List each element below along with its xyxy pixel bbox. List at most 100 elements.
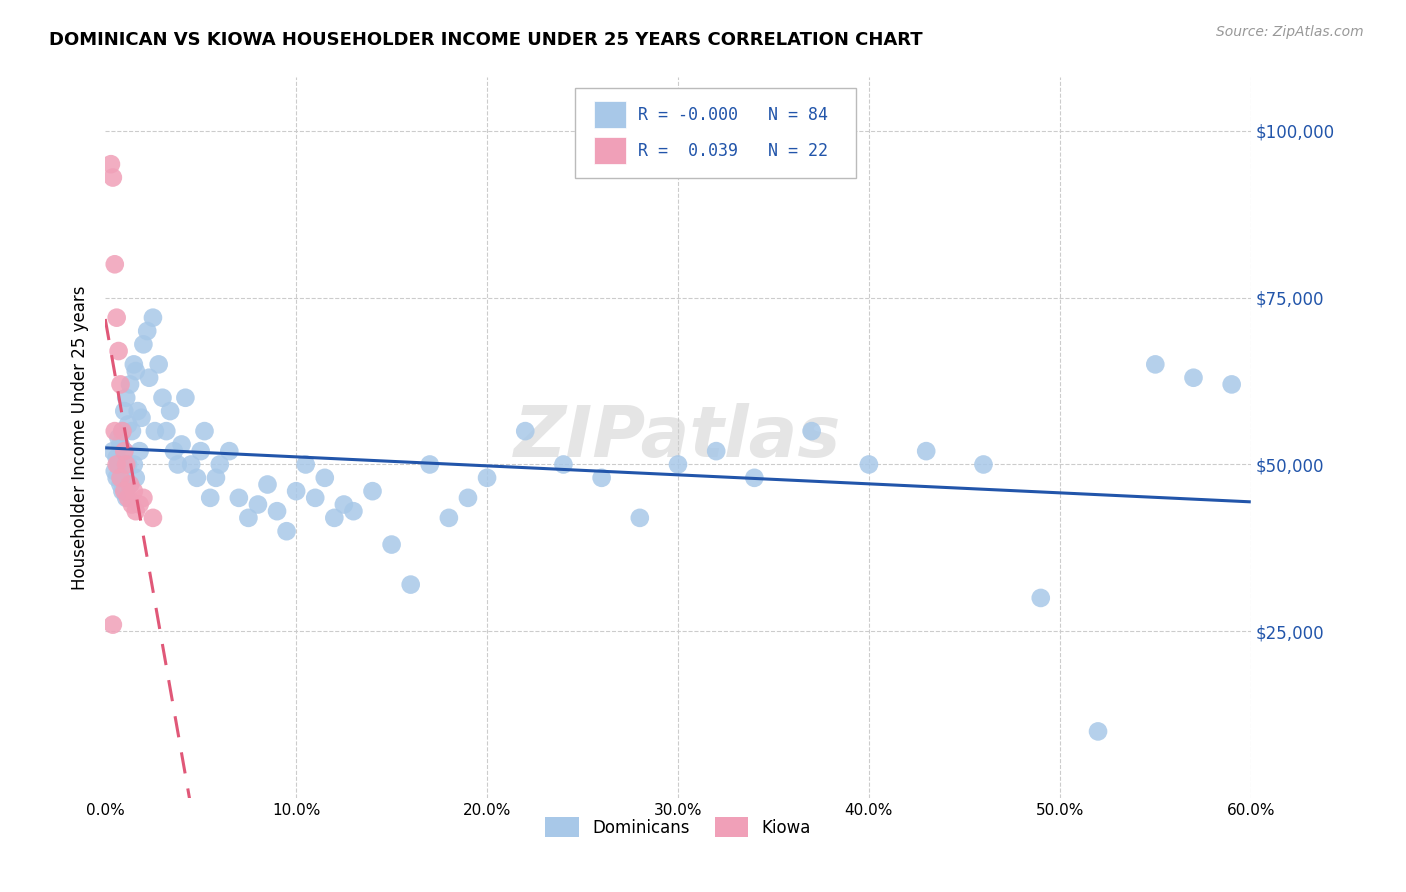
Point bbox=[105, 450, 128, 465]
Point bbox=[238, 511, 260, 525]
Point bbox=[163, 444, 186, 458]
FancyBboxPatch shape bbox=[595, 101, 627, 128]
Point bbox=[142, 310, 165, 325]
Point bbox=[342, 504, 364, 518]
Point bbox=[121, 498, 143, 512]
Point bbox=[218, 444, 240, 458]
Point bbox=[972, 458, 994, 472]
Point bbox=[110, 437, 132, 451]
Point bbox=[118, 477, 141, 491]
Point bbox=[112, 444, 135, 458]
Point bbox=[115, 391, 138, 405]
Point bbox=[142, 511, 165, 525]
Point bbox=[152, 391, 174, 405]
Point bbox=[515, 424, 537, 438]
Point bbox=[101, 170, 124, 185]
Point bbox=[208, 458, 231, 472]
Point bbox=[361, 484, 384, 499]
Point bbox=[143, 424, 166, 438]
Point bbox=[666, 458, 689, 472]
Point bbox=[457, 491, 479, 505]
Point bbox=[131, 410, 153, 425]
Point bbox=[155, 424, 177, 438]
Point bbox=[122, 484, 145, 499]
Point bbox=[246, 498, 269, 512]
Point bbox=[1182, 370, 1205, 384]
Point bbox=[858, 458, 880, 472]
Point bbox=[186, 471, 208, 485]
Point bbox=[190, 444, 212, 458]
Point bbox=[419, 458, 441, 472]
Point bbox=[101, 617, 124, 632]
Point bbox=[744, 471, 766, 485]
Point bbox=[800, 424, 823, 438]
Point bbox=[294, 458, 316, 472]
Point bbox=[132, 491, 155, 505]
Point bbox=[112, 484, 135, 499]
Point bbox=[118, 377, 141, 392]
Point bbox=[437, 511, 460, 525]
Point bbox=[110, 471, 132, 485]
Point bbox=[1220, 377, 1243, 392]
Point bbox=[105, 471, 128, 485]
Point bbox=[112, 404, 135, 418]
Point bbox=[138, 370, 160, 384]
Point bbox=[148, 358, 170, 372]
Point bbox=[111, 484, 134, 499]
Point bbox=[118, 477, 141, 491]
Point bbox=[110, 377, 132, 392]
Point bbox=[381, 537, 404, 551]
Point bbox=[285, 484, 308, 499]
Point bbox=[117, 417, 139, 432]
Point bbox=[314, 471, 336, 485]
Point bbox=[170, 437, 193, 451]
Point bbox=[112, 471, 135, 485]
Text: DOMINICAN VS KIOWA HOUSEHOLDER INCOME UNDER 25 YEARS CORRELATION CHART: DOMINICAN VS KIOWA HOUSEHOLDER INCOME UN… bbox=[49, 31, 922, 49]
Text: R = -0.000   N = 84: R = -0.000 N = 84 bbox=[638, 106, 828, 124]
Point bbox=[100, 157, 122, 171]
Point bbox=[200, 491, 222, 505]
Point bbox=[266, 504, 288, 518]
Point bbox=[166, 458, 188, 472]
Point bbox=[111, 424, 134, 438]
Point bbox=[110, 477, 132, 491]
Point bbox=[174, 391, 197, 405]
Point bbox=[115, 491, 138, 505]
Point bbox=[112, 444, 135, 458]
Point bbox=[107, 431, 129, 445]
Point bbox=[101, 444, 124, 458]
Point bbox=[704, 444, 727, 458]
Point bbox=[628, 511, 651, 525]
Point bbox=[122, 358, 145, 372]
Point bbox=[107, 458, 129, 472]
Point bbox=[111, 424, 134, 438]
Legend: Dominicans, Kiowa: Dominicans, Kiowa bbox=[538, 810, 817, 844]
Point bbox=[128, 498, 150, 512]
Point bbox=[115, 458, 138, 472]
Point bbox=[104, 424, 127, 438]
Point bbox=[228, 491, 250, 505]
Point bbox=[553, 458, 575, 472]
Text: Source: ZipAtlas.com: Source: ZipAtlas.com bbox=[1216, 25, 1364, 39]
Text: ZIPatlas: ZIPatlas bbox=[515, 403, 842, 472]
Point bbox=[915, 444, 938, 458]
Point bbox=[205, 471, 228, 485]
Point bbox=[256, 477, 278, 491]
Point bbox=[193, 424, 215, 438]
Point bbox=[125, 364, 148, 378]
FancyBboxPatch shape bbox=[595, 137, 627, 164]
Point bbox=[1087, 724, 1109, 739]
Point bbox=[128, 444, 150, 458]
Point bbox=[125, 504, 148, 518]
Point bbox=[159, 404, 181, 418]
Point bbox=[125, 471, 148, 485]
Point bbox=[136, 324, 159, 338]
Point bbox=[121, 424, 143, 438]
Point bbox=[105, 310, 128, 325]
Point bbox=[117, 491, 139, 505]
Point bbox=[1029, 591, 1052, 605]
Y-axis label: Householder Income Under 25 years: Householder Income Under 25 years bbox=[72, 285, 89, 590]
Point bbox=[117, 458, 139, 472]
Point bbox=[180, 458, 202, 472]
Point bbox=[323, 511, 346, 525]
